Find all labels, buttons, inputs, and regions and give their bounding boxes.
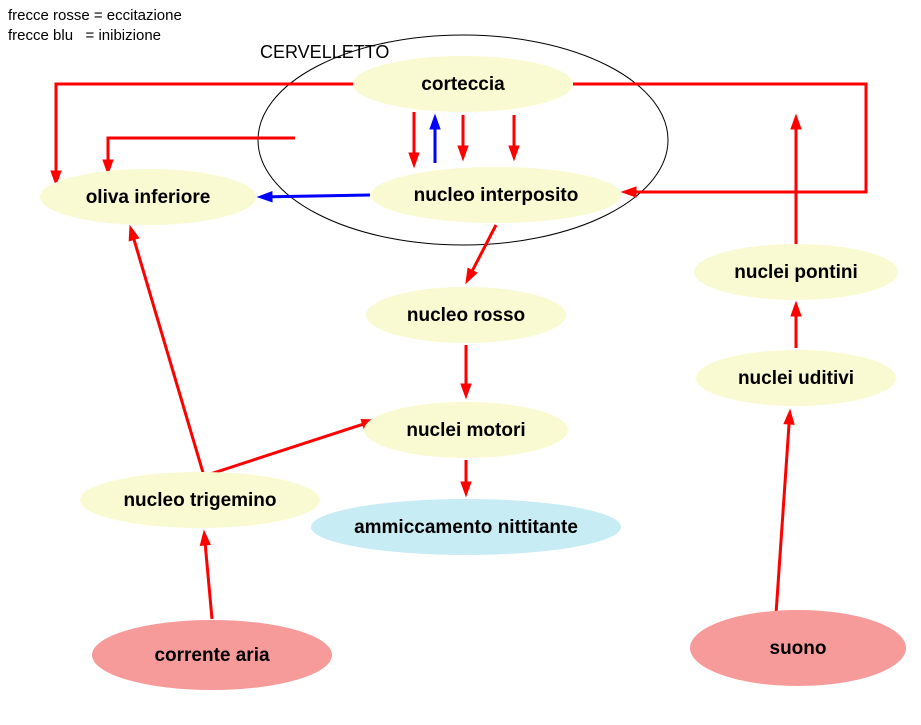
edge [205, 545, 212, 619]
edge-arrowhead [458, 146, 468, 160]
edge-arrowhead [461, 384, 471, 398]
edge-arrowhead [784, 410, 794, 424]
edge [108, 138, 295, 160]
edge-arrowhead [509, 146, 519, 160]
edge-arrowhead [791, 302, 801, 316]
node-label-oliva: oliva inferiore [86, 187, 211, 208]
edge [134, 239, 204, 476]
node-label-uditivi: nuclei uditivi [738, 368, 854, 389]
edge-arrowhead [409, 153, 419, 167]
edge [272, 195, 370, 197]
node-label-corrente: corrente aria [154, 645, 270, 666]
diagram-canvas: corteccia nucleo interposito oliva inferio… [0, 0, 921, 725]
node-label-corteccia: corteccia [421, 74, 505, 95]
edge-arrowhead [622, 187, 636, 197]
edge [56, 84, 356, 171]
node-label-rosso: nucleo rosso [407, 305, 525, 326]
edge-arrowhead [461, 482, 471, 496]
edge [573, 84, 866, 192]
edge-arrowhead [430, 115, 440, 129]
node-label-interposito: nucleo interposito [414, 185, 579, 206]
edge [472, 225, 496, 271]
edge-arrowhead [258, 192, 272, 202]
edge-arrowhead [129, 226, 139, 241]
node-label-trigemino: nucleo trigemino [123, 490, 276, 511]
node-label-ammicc: ammiccamento nittitante [354, 517, 578, 538]
edge-arrowhead [466, 268, 477, 283]
node-label-suono: suono [770, 638, 827, 659]
edge [776, 424, 789, 614]
node-label-motori: nuclei motori [406, 420, 525, 441]
node-label-pontini: nuclei pontini [734, 262, 858, 283]
edge [204, 424, 363, 476]
edge-arrowhead [200, 531, 210, 545]
edge-arrowhead [791, 115, 801, 129]
